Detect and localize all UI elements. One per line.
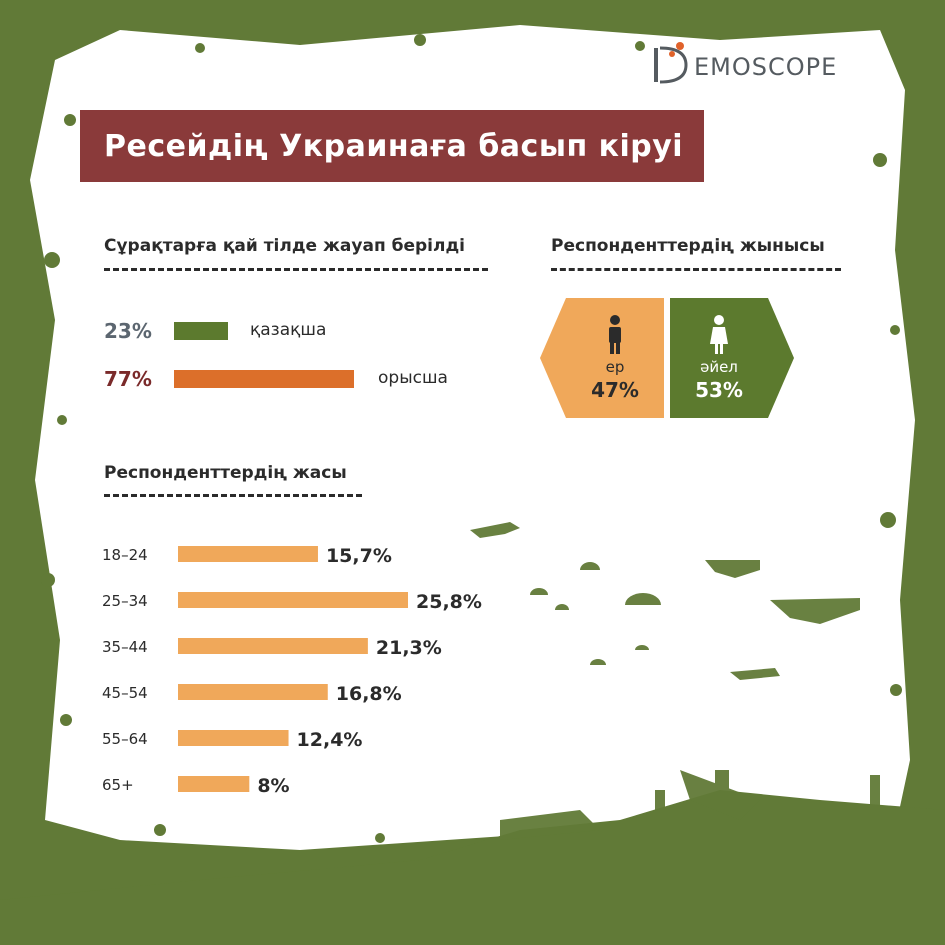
age-value-label: 15,7% [326, 545, 392, 567]
age-bar [178, 776, 250, 792]
military-scene-illustration [0, 522, 945, 945]
age-category-label: 25–34 [102, 592, 148, 610]
language-bar-russian [174, 370, 354, 388]
age-section-divider [104, 494, 362, 497]
age-category-label: 35–44 [102, 638, 148, 656]
age-bar-chart: 18–24 15,7% 25–34 25,8% 35–44 21,3% 45–54 16,8%… [102, 545, 482, 797]
age-value-label: 16,8% [336, 683, 402, 705]
page-title-banner: Ресейдің Украинаға басып кіруі [80, 110, 704, 182]
age-bar [178, 546, 318, 562]
page-title: Ресейдің Украинаға басып кіруі [104, 128, 684, 164]
parachute-icon [580, 562, 600, 570]
gender-section-title: Респонденттердің жынысы [551, 236, 825, 256]
age-value-label: 21,3% [376, 637, 442, 659]
parachute-icon [625, 593, 661, 605]
language-section-title: Сұрақтарға қай тілде жауап берілді [104, 236, 466, 256]
female-label: әйел [700, 358, 738, 376]
age-bar [178, 592, 408, 608]
language-label-russian: орысша [378, 368, 448, 388]
attack-helicopter-icon [770, 598, 860, 624]
jet-icon [730, 668, 780, 680]
age-bar [178, 638, 368, 654]
ground-silhouette [0, 790, 945, 945]
tank-icon [500, 810, 600, 840]
parachute-icon [590, 659, 606, 665]
male-person-icon [609, 315, 621, 354]
artillery-icon [680, 770, 760, 820]
female-card: әйел 53% [670, 298, 768, 418]
demoscope-logo: EMOSCOPE [650, 38, 850, 88]
plane-icon [470, 522, 520, 538]
age-bar [178, 684, 328, 700]
language-bar-kazakh [174, 322, 228, 340]
soldier-icon [655, 790, 665, 830]
age-category-label: 45–54 [102, 684, 148, 702]
male-card: ер 47% [566, 298, 664, 418]
age-category-label: 18–24 [102, 546, 148, 564]
female-card-shape [670, 298, 794, 418]
logo-text: EMOSCOPE [694, 53, 838, 81]
language-pct-russian: 77% [104, 367, 152, 391]
age-value-label: 12,4% [297, 729, 363, 751]
female-pct: 53% [695, 378, 743, 402]
language-section-divider [104, 268, 488, 271]
age-value-label: 8% [257, 775, 289, 797]
age-category-label: 55–64 [102, 730, 148, 748]
parachute-icon [555, 604, 569, 610]
female-person-icon [710, 315, 728, 354]
male-pct: 47% [591, 378, 639, 402]
soldier-icon [870, 775, 880, 815]
male-label: ер [605, 358, 625, 376]
male-card-shape [540, 298, 664, 418]
age-value-label: 25,8% [416, 591, 482, 613]
gender-section-divider [551, 268, 841, 271]
language-label-kazakh: қазақша [250, 320, 327, 340]
age-category-label: 65+ [102, 776, 134, 794]
demoscope-logo-mark-icon [654, 42, 688, 84]
parachute-icon [635, 645, 649, 650]
language-row-kazakh: 23% [104, 318, 228, 344]
helicopter-icon [705, 560, 760, 578]
parachute-icon [530, 588, 548, 595]
age-section-title: Респонденттердің жасы [104, 463, 347, 483]
language-pct-kazakh: 23% [104, 319, 152, 343]
age-bar [178, 730, 289, 746]
language-row-russian: 77% [104, 366, 354, 392]
